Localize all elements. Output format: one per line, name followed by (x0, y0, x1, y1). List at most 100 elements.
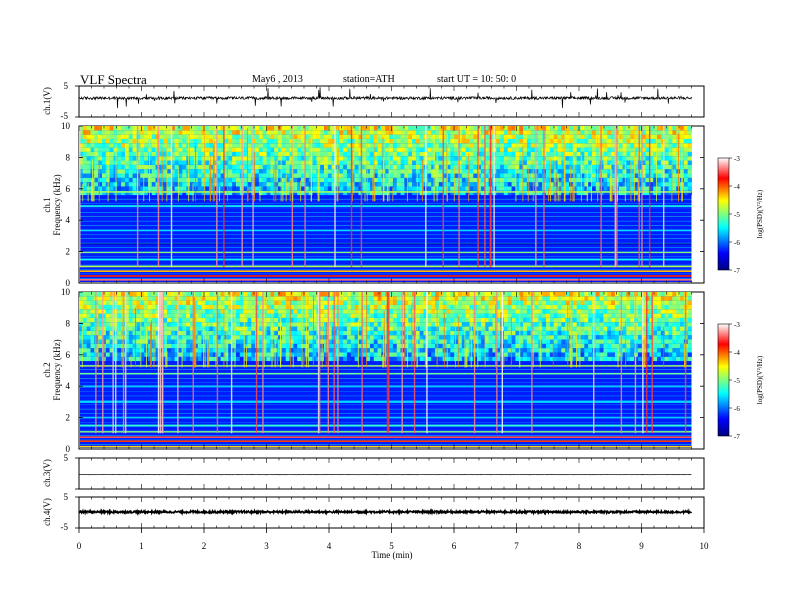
ch1-spectrogram-cell (634, 130, 639, 135)
ch2-spectrogram-cell (461, 309, 467, 314)
ch2-spectrogram-cell (519, 352, 524, 357)
ch1-spectrogram-cell (350, 169, 356, 174)
ch1-spectrogram-cell (82, 182, 88, 187)
ch2-spectrogram-cell (266, 339, 271, 344)
ch2-spectrogram-cell (450, 317, 455, 323)
ch2-spectrogram-cell (304, 326, 310, 331)
ch2-spectrogram-cell (117, 322, 122, 327)
ch1-spectrogram-cell (266, 156, 271, 161)
ch1-spectrogram-cell (228, 177, 233, 183)
ch2-spectrogram-cell (438, 343, 444, 349)
ch2-spectrogram-cell (389, 339, 394, 344)
ch1-spectrogram-cell (232, 156, 237, 161)
ch2-spectrogram-cell (346, 326, 352, 331)
ch2-spectrogram-cell (170, 356, 176, 362)
ch1-spectrogram-cell (496, 186, 501, 191)
ch2-spectrogram-cell (350, 356, 356, 362)
ch2-spectrogram-cell (90, 356, 95, 362)
ch1-spectrogram-cell (496, 138, 501, 144)
ch2-spectrogram-cell (503, 300, 509, 305)
ch2-spectrogram-cell (477, 326, 482, 331)
ch1-spectrogram-cell (170, 130, 176, 135)
ch2-spectrogram-cell (354, 330, 359, 336)
ch1-spectrogram-cell (649, 160, 654, 165)
ch1-spectrogram-cell (373, 130, 378, 135)
ch1-spectrogram-cell (683, 143, 689, 148)
ch2-spectrogram-cell (281, 326, 287, 331)
ch2-spectrogram-cell (454, 309, 459, 314)
ch2-spectrogram-cell (86, 335, 91, 340)
ch1-spectrogram-cell (147, 126, 153, 131)
ch1-spectrogram-cell (117, 134, 122, 139)
ch2-spectrogram-cell (182, 352, 187, 357)
ch1-spectrogram-cell (507, 143, 512, 148)
ch1-spectrogram-cell (634, 151, 639, 157)
ch1-spectrogram-cell (178, 186, 183, 191)
ch1-spectrogram-cell (576, 151, 581, 157)
ch2-spectrogram-cell (144, 317, 149, 323)
ch1-spectrogram-cell (358, 151, 363, 157)
ch1-spectrogram-cell (507, 147, 512, 152)
ch1-spectrogram-cell (385, 160, 390, 165)
ch1-spectrogram-cell (473, 182, 478, 187)
ch2-spectrogram-cell (178, 296, 183, 301)
ch1-spectrogram-cell (121, 173, 126, 178)
ch2-spectrogram-cell (373, 339, 378, 344)
ch2-spectrogram-cell (128, 322, 133, 327)
ch1-spectrogram-cell (167, 186, 172, 191)
ch1-spectrogram-cell (427, 182, 432, 187)
ch2-spectrogram-cell (201, 296, 206, 301)
ch1-spectrogram-cell (507, 182, 512, 187)
ch2-spectrogram-cell (366, 309, 371, 314)
ch1-spectrogram-cell (366, 160, 371, 165)
ch1-spectrogram-cell (408, 164, 413, 170)
ch2-spectrogram-cell (167, 313, 172, 318)
ch1-spectrogram-cell (82, 134, 88, 139)
ch1-spectrogram-cell (255, 143, 260, 148)
ch1-spectrogram-cell (396, 130, 401, 135)
ch1-spectrogram-cell (392, 164, 398, 170)
ch1-spectrogram-cell (511, 130, 516, 135)
ch1-spectrogram-cell (113, 147, 118, 152)
ch1-spectrogram-cell (683, 190, 689, 196)
ch2-spectrogram-cell (503, 352, 509, 357)
ch1-spectrogram-cell (247, 190, 252, 196)
ch1-spectrogram-cell (657, 186, 662, 191)
ch1-spectrogram-cell (327, 173, 333, 178)
ch2-spectrogram-cell (343, 339, 348, 344)
ch1-spectrogram-cell (572, 126, 578, 131)
ch1-spectrogram-cell (419, 173, 424, 178)
ch2-spectrogram-cell (415, 313, 421, 318)
ch2-spectrogram-cell (281, 313, 287, 318)
ch1-spectrogram-cell (519, 164, 524, 170)
ch2-spectrogram-cell (480, 356, 486, 362)
ch1-spectrogram-cell (473, 138, 478, 144)
ch1-spectrogram-cell (220, 177, 225, 183)
ch1-spectrogram-cell (82, 126, 88, 131)
ch2-spectrogram-cell (109, 356, 114, 362)
ch1-spectrogram-cell (549, 169, 555, 174)
ch1-spectrogram-cell (255, 156, 260, 161)
ch1-ytick-bottom: -5 (61, 111, 69, 121)
ch1-spectrogram-cell (454, 156, 459, 161)
ch2-spectrogram-cell (235, 292, 241, 297)
ch1-spectrogram-cell (167, 151, 172, 157)
ch2-spectrogram-cell (235, 296, 241, 301)
ch1-spectrogram-cell (220, 164, 225, 170)
ch1-spectrogram-cell (132, 169, 137, 174)
ch2-spectrogram-cell (389, 296, 394, 301)
ch2-spectrogram-cell (343, 326, 348, 331)
ch2-spectrogram-cell (159, 292, 164, 297)
ch1-spectrogram-cell (297, 126, 302, 131)
ch2-spectrogram-cell (140, 326, 145, 331)
ch1-spectrogram-cell (503, 126, 509, 131)
ch2-spectrogram-cell (301, 343, 306, 349)
ch1-spectrogram-cell (664, 173, 669, 178)
ch2-spectrogram-cell (480, 343, 486, 349)
ch2-spectrogram-cell (454, 317, 459, 323)
ch2-spectrogram-cell (446, 330, 451, 336)
ch1-spectrogram-cell (584, 173, 589, 178)
ch2-spectrogram-cell (389, 335, 394, 340)
ch1-spectrogram-cell (182, 169, 187, 174)
ch2-spectrogram-cell (461, 348, 467, 353)
